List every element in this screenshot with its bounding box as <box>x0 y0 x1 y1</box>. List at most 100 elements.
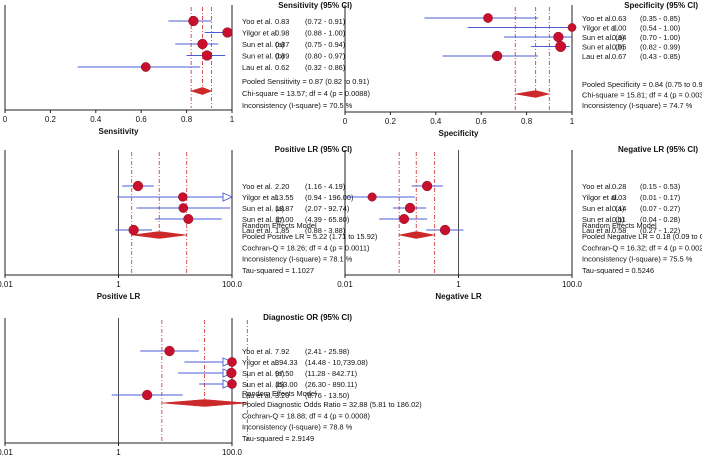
study-estimate: 0.94 <box>612 33 626 42</box>
study-point <box>183 214 194 224</box>
x-tick-label: 100.0 <box>222 448 243 457</box>
study-ci: (26.30 - 890.11) <box>305 380 357 389</box>
summary-line: Inconsistency (I-square) = 70.5 % <box>242 101 353 110</box>
study-ci: (0.88 - 1.00) <box>305 29 345 38</box>
study-point <box>227 357 237 367</box>
study-estimate: 0.03 <box>612 193 626 202</box>
study-ci: (11.28 - 842.71) <box>305 369 357 378</box>
study-estimate: 0.98 <box>275 29 289 38</box>
study-ci: (4.39 - 65.80) <box>305 215 349 224</box>
study-ci: (1.16 - 4.19) <box>305 182 345 191</box>
summary-line: Inconsistency (I-square) = 74.7 % <box>582 101 693 110</box>
study-estimate: 0.95 <box>612 43 626 52</box>
study-ci: (0.94 - 196.00) <box>305 193 353 202</box>
panel-title: Positive LR (95% CI) <box>275 145 353 154</box>
study-point <box>399 214 410 224</box>
x-tick-label: 0.01 <box>0 280 13 289</box>
study-point <box>142 389 153 401</box>
study-estimate: 0.83 <box>275 17 289 26</box>
study-estimate: 2.20 <box>275 182 289 191</box>
summary-line: Pooled Negative LR = 0.18 (0.09 to 0.38) <box>582 232 702 241</box>
summary-line: Tau-squared = 1.1027 <box>242 266 314 275</box>
x-tick-label: 100.0 <box>562 280 583 289</box>
study-point <box>226 367 237 379</box>
study-estimate: 97.50 <box>275 369 294 378</box>
study-ci: (0.54 - 1.00) <box>640 24 680 33</box>
study-ci: (0.04 - 0.28) <box>640 215 680 224</box>
pooled-diamond <box>190 87 213 95</box>
summary-line: Random Effects Model <box>582 221 657 230</box>
study-ci: (0.88 - 3.88) <box>305 226 345 235</box>
study-estimate: 0.14 <box>612 204 626 213</box>
study-name: Yilgor et al. <box>242 358 279 367</box>
x-tick-label: 1 <box>456 280 461 289</box>
ci-arrow-right <box>222 192 234 202</box>
study-ci: (0.80 - 0.97) <box>305 52 345 61</box>
study-point <box>227 379 237 389</box>
study-ci: (0.70 - 1.00) <box>640 33 680 42</box>
study-point <box>188 15 199 27</box>
study-estimate: 3.20 <box>275 391 289 400</box>
study-estimate: 153.00 <box>275 380 298 389</box>
summary-line: Tau-squared = 2.9149 <box>242 434 314 443</box>
summary-line: Tau-squared = 0.5246 <box>582 266 654 275</box>
study-name: Sun et al. (a) <box>242 40 284 49</box>
study-estimate: 0.28 <box>612 182 626 191</box>
study-ci: (0.01 - 0.17) <box>640 193 680 202</box>
study-name: Yoo et al. <box>242 347 273 356</box>
study-ci: (0.07 - 0.27) <box>640 204 680 213</box>
study-point <box>178 203 189 213</box>
study-point <box>367 192 377 202</box>
study-name: Yilgor et al. <box>582 193 619 202</box>
study-estimate: 0.62 <box>275 63 289 72</box>
study-name: Yilgor et al. <box>582 24 619 33</box>
study-estimate: 0.58 <box>612 226 626 235</box>
study-name: Lau et al. <box>582 52 612 61</box>
study-point <box>421 180 433 192</box>
study-name: Lau et al. <box>242 391 272 400</box>
forest-panel-sens: 0 0.2 0.4 0.6 0.8 1 Sensitivity Sensitivity (95… <box>3 1 370 136</box>
study-name: Lau et al. <box>582 226 612 235</box>
study-point <box>140 62 151 72</box>
summary-line: Pooled Specificity = 0.84 (0.75 to 0.90) <box>582 80 702 89</box>
study-name: Lau et al. <box>242 226 272 235</box>
study-name: Yoo et al. <box>242 17 273 26</box>
study-estimate: 1.00 <box>612 24 626 33</box>
summary-line: Pooled Diagnostic Odds Ratio = 32.88 (5.… <box>242 400 422 409</box>
panel-title: Sensitivity (95% CI) <box>278 1 352 10</box>
study-name: Yilgor et al. <box>242 193 279 202</box>
study-ci: (0.35 - 0.85) <box>640 14 680 23</box>
study-point <box>439 224 451 236</box>
study-ci: (0.27 - 1.22) <box>640 226 680 235</box>
study-point <box>491 50 503 62</box>
x-tick-label: 0.8 <box>521 117 533 126</box>
x-tick-label: 0.2 <box>45 115 57 124</box>
study-ci: (14.48 - 10,739.08) <box>305 358 368 367</box>
study-estimate: 0.11 <box>612 215 626 224</box>
study-ci: (0.75 - 0.94) <box>305 40 345 49</box>
study-estimate: 1.85 <box>275 226 289 235</box>
study-point <box>222 27 233 38</box>
study-estimate: 0.89 <box>275 52 289 61</box>
study-point <box>201 50 213 61</box>
study-ci: (2.41 - 25.98) <box>305 347 349 356</box>
x-tick-label: 1 <box>230 115 235 124</box>
study-estimate: 0.87 <box>275 40 289 49</box>
study-point <box>553 31 564 43</box>
study-estimate: 7.92 <box>275 347 289 356</box>
study-name: Yoo et al. <box>242 182 273 191</box>
summary-line: Chi-square = 15.81; df = 4 (p = 0.0033) <box>582 91 702 100</box>
x-tick-label: 0.8 <box>181 115 193 124</box>
study-ci: (0.43 - 0.85) <box>640 52 680 61</box>
study-ci: (0.32 - 0.86) <box>305 63 345 72</box>
study-point <box>555 41 567 52</box>
study-name: Sun et al. (a) <box>582 33 624 42</box>
summary-line: Chi-square = 13.57; df = 4 (p = 0.0088) <box>242 89 370 98</box>
study-ci: (2.07 - 92.74) <box>305 204 349 213</box>
study-estimate: 13.55 <box>275 193 294 202</box>
summary-line: Inconsistency (I-square) = 78.1 % <box>242 255 353 264</box>
study-point <box>404 202 416 214</box>
pooled-diamond <box>161 399 248 407</box>
